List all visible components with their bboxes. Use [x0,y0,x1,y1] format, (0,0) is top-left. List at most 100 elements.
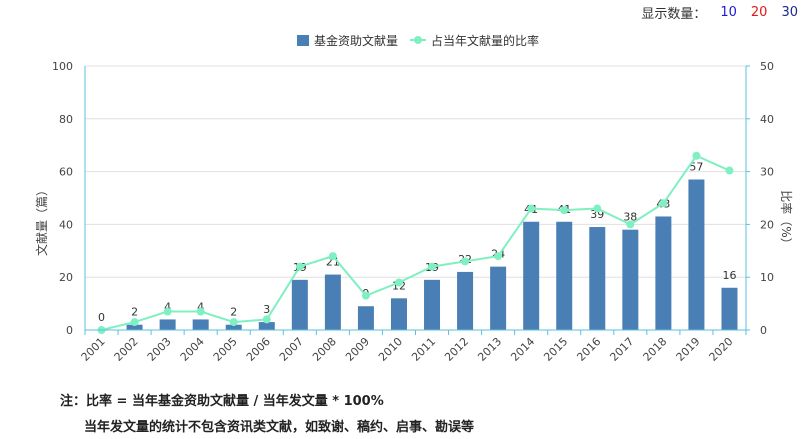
legend-line-label[interactable]: 占当年文献量的比率 [431,33,539,48]
bar-value-label-2004: 4 [197,300,204,313]
x-tick-label-2015: 2015 [541,335,570,364]
ratio-point-2012[interactable] [461,257,470,266]
display-count-option-30[interactable]: 30 [781,5,798,20]
x-tick-label-2007: 2007 [277,335,306,364]
ratio-point-2018[interactable] [659,199,668,208]
bar-2020[interactable] [721,287,738,330]
ratio-point-2015[interactable] [560,206,569,215]
ratio-point-2005[interactable] [229,318,238,327]
x-tick-label-2003: 2003 [145,335,174,364]
ratio-point-2017[interactable] [626,220,635,229]
x-tick-label-2009: 2009 [343,335,372,364]
bar-2014[interactable] [523,221,540,330]
x-tick-label-2006: 2006 [244,335,273,364]
x-tick-label-2017: 2017 [607,335,636,364]
bar-2018[interactable] [655,216,672,330]
note-exclusion: 当年发文量的统计不包含资讯类文献，如致谢、稿约、启事、勘误等 [84,420,475,435]
bar-2009[interactable] [357,306,374,330]
x-tick-label-2019: 2019 [674,335,703,364]
legend-bar-swatch [297,35,309,46]
bar-2005[interactable] [225,324,242,330]
x-tick-label-2018: 2018 [641,335,670,364]
bar-series [126,179,738,330]
y-right-tick-label: 50 [760,60,774,73]
y-left-tick-label: 40 [59,218,73,231]
display-count-option-20[interactable]: 20 [750,5,768,20]
bar-data-labels: 024423192191219222441413938435716 [98,161,736,324]
bar-2003[interactable] [159,319,176,330]
bar-value-label-2020: 16 [722,269,736,282]
x-tick-label-2001: 2001 [79,335,108,364]
bar-value-label-2002: 2 [131,306,138,319]
y-left-tick-label: 60 [59,166,73,179]
display-count-bar: 显示数量： 10 20 30 [641,3,798,22]
ratio-point-2004[interactable] [196,307,205,316]
display-count-label: 显示数量： [641,7,707,22]
x-tick-label-2020: 2020 [707,335,736,364]
y-right-tick-label: 10 [760,271,774,284]
line-series [97,151,734,334]
ratio-point-2002[interactable] [130,318,139,327]
ratio-point-2011[interactable] [428,262,437,271]
bar-value-label-2019: 57 [689,161,703,174]
bar-value-label-2006: 3 [263,303,270,316]
y-axis-left-title: 文献量（篇） [34,184,49,256]
x-tick-label-2002: 2002 [112,335,141,364]
y-left-tick-label: 80 [59,113,73,126]
grid [85,65,746,331]
ratio-point-2008[interactable] [328,252,337,261]
bar-value-label-2001: 0 [98,311,105,324]
ratio-point-2020[interactable] [725,166,734,175]
x-axis: 2001 2002 2003 2004 2005 2006 2007 2008 2009 2010… [79,329,747,364]
x-tick-label-2014: 2014 [508,335,537,364]
bar-2012[interactable] [457,271,474,330]
bar-2006[interactable] [258,322,275,330]
y-axis-left: 0 20 40 60 80 100 [52,60,86,337]
bar-2016[interactable] [589,227,606,330]
y-axis-right: 0 10 20 30 40 50 [745,60,774,337]
x-tick-label-2013: 2013 [475,335,504,364]
x-tick-label-2005: 2005 [211,335,240,364]
ratio-point-2014[interactable] [527,204,536,213]
x-tick-label-2004: 2004 [178,335,207,364]
y-left-tick-label: 0 [66,324,73,337]
x-tick-label-2016: 2016 [574,335,603,364]
bar-value-label-2005: 2 [230,306,237,319]
x-tick-label-2012: 2012 [442,335,471,364]
ratio-line [101,154,730,331]
legend-bar-label[interactable]: 基金资助文献量 [314,33,398,48]
legend[interactable]: 基金资助文献量 占当年文献量的比率 [297,33,539,48]
y-right-tick-label: 20 [760,218,774,231]
ratio-point-2007[interactable] [295,262,304,271]
y-left-tick-label: 20 [59,271,73,284]
x-tick-label-2008: 2008 [310,335,339,364]
bar-2010[interactable] [390,298,407,330]
bar-2013[interactable] [490,266,507,330]
x-tick-label-2010: 2010 [376,335,405,364]
ratio-point-2010[interactable] [394,278,403,287]
bar-2007[interactable] [291,279,308,330]
ratio-point-2013[interactable] [494,252,503,261]
y-right-tick-label: 30 [760,166,774,179]
bar-2011[interactable] [424,279,441,330]
bar-2017[interactable] [622,229,639,330]
ratio-point-2016[interactable] [593,204,602,213]
legend-line-marker [414,36,422,44]
ratio-point-2006[interactable] [262,315,271,324]
bar-2008[interactable] [324,274,341,330]
ratio-point-2009[interactable] [361,291,370,300]
y-axis-right-title: 比率（%） [779,190,794,249]
x-tick-label-2011: 2011 [409,335,438,364]
y-right-tick-label: 0 [760,324,767,337]
y-left-tick-label: 100 [52,60,73,73]
bar-2004[interactable] [192,319,209,330]
bar-2002[interactable] [126,324,143,330]
bar-2019[interactable] [688,179,705,330]
ratio-point-2019[interactable] [692,151,701,160]
display-count-option-10[interactable]: 10 [720,5,737,20]
bar-value-label-2017: 38 [623,211,637,224]
y-right-tick-label: 40 [760,113,774,126]
ratio-point-2003[interactable] [163,307,172,316]
bar-2015[interactable] [556,221,573,330]
